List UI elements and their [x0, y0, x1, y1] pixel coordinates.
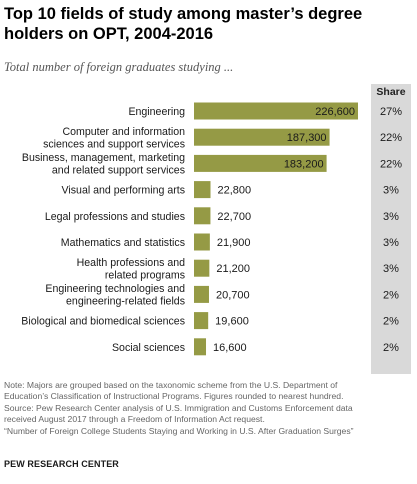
- bar: [194, 128, 330, 146]
- data-label: 19,600: [215, 316, 249, 328]
- data-label: 183,200: [284, 158, 324, 170]
- category-label-line: Mathematics and statistics: [61, 237, 185, 249]
- bar-chart: 226,600 Engineering 27% 187,300 Computer and…: [21, 102, 402, 356]
- category-label-line: Computer and information: [63, 126, 186, 138]
- bar: [194, 338, 207, 356]
- bar: [194, 207, 211, 225]
- category-label-line: engineering-related fields: [66, 296, 185, 308]
- category-label-line: Biological and biomedical sciences: [21, 316, 185, 328]
- data-label: 20,700: [216, 289, 250, 301]
- bar: [194, 102, 358, 120]
- source-line: received August 2017 through a Freedom o…: [4, 414, 265, 425]
- share-value: 2%: [383, 289, 399, 301]
- category-label: Health professions and related programs: [77, 257, 185, 282]
- category-label: Business, management, marketing and relat…: [22, 152, 185, 177]
- share-value: 2%: [383, 342, 399, 354]
- category-label: Mathematics and statistics: [61, 237, 185, 249]
- category-label: Social sciences: [112, 342, 185, 354]
- data-label: 226,600: [315, 106, 355, 118]
- note-line: Education’s Classification of Instructio…: [4, 391, 344, 402]
- category-label-line: Visual and performing arts: [62, 185, 185, 197]
- share-value: 3%: [383, 185, 399, 197]
- data-label: 187,300: [287, 132, 327, 144]
- data-label: 22,800: [218, 185, 252, 197]
- category-label-line: related programs: [105, 269, 185, 281]
- share-column-background: [371, 84, 411, 374]
- share-value: 3%: [383, 263, 399, 275]
- report-title-line: “Number of Foreign College Students Stay…: [4, 425, 354, 436]
- note-line: Note: Majors are grouped based on the ta…: [4, 380, 338, 390]
- category-label-line: sciences and support services: [43, 138, 185, 150]
- share-value: 2%: [383, 316, 399, 328]
- source-line: Source: Pew Research Center analysis of …: [4, 402, 353, 413]
- data-label: 21,200: [216, 263, 250, 275]
- category-label-line: Business, management, marketing: [22, 152, 185, 164]
- category-label-line: Engineering technologies and: [45, 283, 185, 295]
- category-label: Legal professions and studies: [45, 211, 185, 223]
- bar: [194, 259, 210, 277]
- chart-subtitle: Total number of foreign graduates studyi…: [4, 60, 234, 74]
- category-label-line: Engineering: [128, 106, 185, 118]
- chart-title: Top 10 fields of study among master’s de…: [4, 5, 363, 43]
- category-label-line: Legal professions and studies: [45, 211, 185, 223]
- share-value: 27%: [380, 106, 402, 118]
- pew-research-center-logo-text: PEW RESEARCH CENTER: [4, 459, 119, 469]
- category-label-line: Social sciences: [112, 342, 185, 354]
- bar: [194, 181, 211, 199]
- share-column-header: Share: [376, 86, 406, 98]
- bar: [194, 154, 327, 172]
- category-label-line: and related support services: [52, 165, 185, 177]
- chart-notes: Note: Majors are grouped based on the ta…: [4, 380, 416, 437]
- bar: [194, 285, 209, 303]
- category-label-line: Health professions and: [77, 257, 185, 269]
- category-label: Visual and performing arts: [62, 185, 185, 197]
- bar: [194, 312, 209, 330]
- data-label: 22,700: [217, 211, 251, 223]
- category-label: Engineering: [128, 106, 185, 118]
- data-label: 16,600: [213, 342, 247, 354]
- category-label: Biological and biomedical sciences: [21, 316, 185, 328]
- share-value: 22%: [380, 158, 402, 170]
- category-label: Engineering technologies and engineering-…: [45, 283, 185, 308]
- data-label: 21,900: [217, 237, 251, 249]
- share-value: 22%: [380, 132, 402, 144]
- share-value: 3%: [383, 211, 399, 223]
- share-value: 3%: [383, 237, 399, 249]
- category-label: Computer and information sciences and sup…: [43, 126, 185, 151]
- bar: [194, 233, 210, 251]
